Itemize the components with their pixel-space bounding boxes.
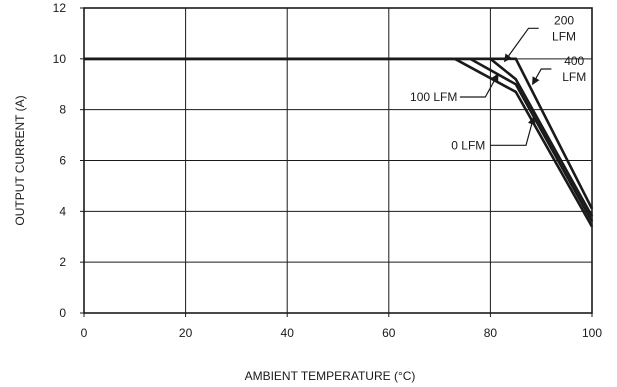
x-tick-label-100: 100 — [582, 326, 602, 340]
y-tick-label-4: 4 — [59, 204, 66, 218]
y-tick-label-8: 8 — [59, 103, 66, 117]
annotation-arrow-200-lfm — [504, 27, 539, 63]
y-axis-label: OUTPUT CURRENT (A) — [13, 95, 27, 225]
x-tick-label-60: 60 — [382, 326, 396, 340]
x-tick-label-40: 40 — [281, 326, 295, 340]
y-tick-label-6: 6 — [59, 154, 66, 168]
series-line-100-lfm — [84, 57, 594, 223]
annotation-arrow-400-lfm — [532, 68, 552, 86]
series-line-200-lfm — [84, 57, 594, 218]
annotation-label-200-lfm: 200 LFM — [552, 13, 576, 43]
annotation-arrow-0-lfm — [490, 116, 536, 146]
y-tick-label-10: 10 — [53, 52, 67, 66]
x-axis-label: AMBIENT TEMPERATURE (°C) — [245, 369, 416, 383]
series-line-400-lfm — [84, 57, 594, 210]
x-tick-label-20: 20 — [179, 326, 193, 340]
tick-labels: 0 20 40 60 80 100 0 2 4 6 8 10 12 — [53, 1, 603, 340]
grid — [83, 7, 593, 314]
y-tick-label-0: 0 — [59, 306, 66, 320]
annotation-label-400-lfm: 400 LFM — [562, 54, 586, 84]
annotation-arrow-100-lfm — [459, 73, 499, 98]
y-tick-label-2: 2 — [59, 255, 66, 269]
annotations: 0 LFM 100 LFM 200 LFM 400 LFM — [410, 13, 586, 152]
x-tick-label-80: 80 — [484, 326, 498, 340]
annotation-label-100-lfm: 100 LFM — [410, 90, 457, 104]
x-tick-label-0: 0 — [81, 326, 88, 340]
annotation-label-0-lfm: 0 LFM — [451, 138, 485, 152]
y-tick-label-12: 12 — [53, 1, 67, 15]
series-lines — [84, 57, 594, 228]
